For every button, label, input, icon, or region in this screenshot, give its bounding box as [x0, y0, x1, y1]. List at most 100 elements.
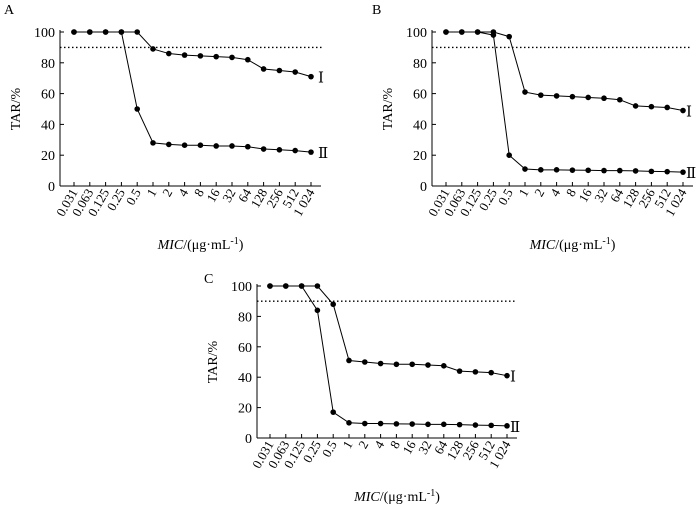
data-point [378, 421, 384, 427]
x-axis-title: MIC/(μg·mL-1) [529, 236, 616, 253]
series-label: Ⅰ [510, 370, 516, 386]
data-point [182, 142, 188, 148]
y-tick-label: 60 [41, 88, 55, 103]
data-point [378, 361, 384, 367]
data-point [601, 95, 607, 101]
y-tick-label: 100 [231, 280, 252, 295]
y-tick-label: 20 [238, 402, 252, 417]
x-tick-label: 2 [159, 186, 175, 199]
series-line-2 [270, 286, 507, 426]
x-tick-label: 1 [515, 186, 531, 199]
data-point [601, 168, 607, 174]
data-point [213, 143, 219, 149]
y-tick-label: 40 [238, 371, 252, 386]
y-tick-label: 100 [34, 26, 55, 41]
data-point [315, 308, 321, 314]
data-point [308, 149, 314, 155]
data-point [229, 143, 235, 149]
data-point [330, 301, 336, 307]
data-point [633, 168, 639, 174]
data-point [134, 29, 140, 35]
x-tick-label: 0.5 [319, 438, 340, 460]
series-line-1 [74, 32, 311, 77]
chart-panel-c: C020406080100TAR/%0.0310.0630.1250.250.5… [204, 272, 520, 505]
data-point [506, 34, 512, 40]
data-point [473, 422, 479, 428]
data-point [134, 106, 140, 112]
series-label: Ⅱ [318, 146, 328, 162]
data-point [229, 55, 235, 61]
data-point [330, 409, 336, 415]
data-point [425, 422, 431, 428]
data-point [488, 370, 494, 376]
data-point [538, 92, 544, 98]
data-point [198, 53, 204, 59]
y-tick-label: 20 [413, 149, 427, 164]
data-point [267, 283, 273, 289]
data-point [443, 29, 449, 35]
data-point [166, 51, 172, 57]
data-point [213, 54, 219, 60]
data-point [457, 422, 463, 428]
data-point [504, 373, 510, 379]
series-label: Ⅰ [686, 105, 692, 121]
data-point [491, 32, 497, 38]
data-point [664, 169, 670, 175]
chart-panel-a: A020406080100TAR/%0.0310.0630.1250.250.5… [4, 3, 328, 253]
series-label: Ⅱ [686, 166, 696, 182]
series-label: Ⅱ [510, 420, 520, 436]
data-point [554, 167, 560, 173]
data-point [570, 94, 576, 100]
figure: A 0 20 40 60 80 100 TAR/% 0.031 0.063 0.125 0.25 0.5… [0, 0, 700, 507]
series-line-1 [446, 32, 683, 111]
data-point [346, 420, 352, 426]
data-point [425, 362, 431, 368]
data-point [261, 66, 267, 72]
data-point [150, 46, 156, 52]
data-point [245, 144, 251, 150]
series-line-2 [74, 32, 311, 152]
y-tick-label: 0 [245, 432, 252, 447]
y-tick-label: 0 [420, 180, 427, 195]
x-tick-label: 2 [531, 186, 547, 199]
y-axis-title: TAR/% [9, 87, 24, 130]
data-point [362, 421, 368, 427]
data-point [617, 168, 623, 174]
y-axis-title: TAR/% [381, 87, 396, 130]
data-point [308, 74, 314, 80]
y-tick-label: 0 [48, 180, 55, 195]
data-point [409, 361, 415, 367]
data-point [585, 167, 591, 173]
series-label: Ⅰ [318, 71, 324, 87]
y-tick-label: 20 [41, 149, 55, 164]
y-tick-label: 60 [413, 88, 427, 103]
data-point [633, 103, 639, 109]
chart-panel-b: B020406080100TAR/%0.0310.0630.1250.250.5… [372, 3, 696, 253]
panel-label: A [4, 3, 15, 18]
data-point [261, 146, 267, 152]
x-tick-label: 0.5 [495, 186, 516, 208]
data-point [292, 148, 298, 154]
y-tick-label: 40 [413, 118, 427, 133]
data-point [198, 142, 204, 148]
data-point [488, 423, 494, 429]
data-point [394, 361, 400, 367]
x-tick-label: 1 [143, 186, 159, 199]
y-tick-label: 80 [238, 310, 252, 325]
data-point [680, 169, 686, 175]
data-point [362, 359, 368, 365]
data-point [315, 283, 321, 289]
data-point [441, 363, 447, 369]
data-point [617, 97, 623, 103]
data-point [554, 93, 560, 99]
data-point [103, 29, 109, 35]
data-point [71, 29, 77, 35]
data-point [522, 89, 528, 95]
data-point [166, 142, 172, 148]
x-tick-label: 4 [175, 186, 191, 200]
y-tick-label: 80 [413, 57, 427, 72]
x-axis-title: MIC/(μg·mL-1) [353, 488, 440, 505]
data-point [87, 29, 93, 35]
y-tick-label: 40 [41, 118, 55, 133]
panel-label: C [204, 272, 213, 287]
